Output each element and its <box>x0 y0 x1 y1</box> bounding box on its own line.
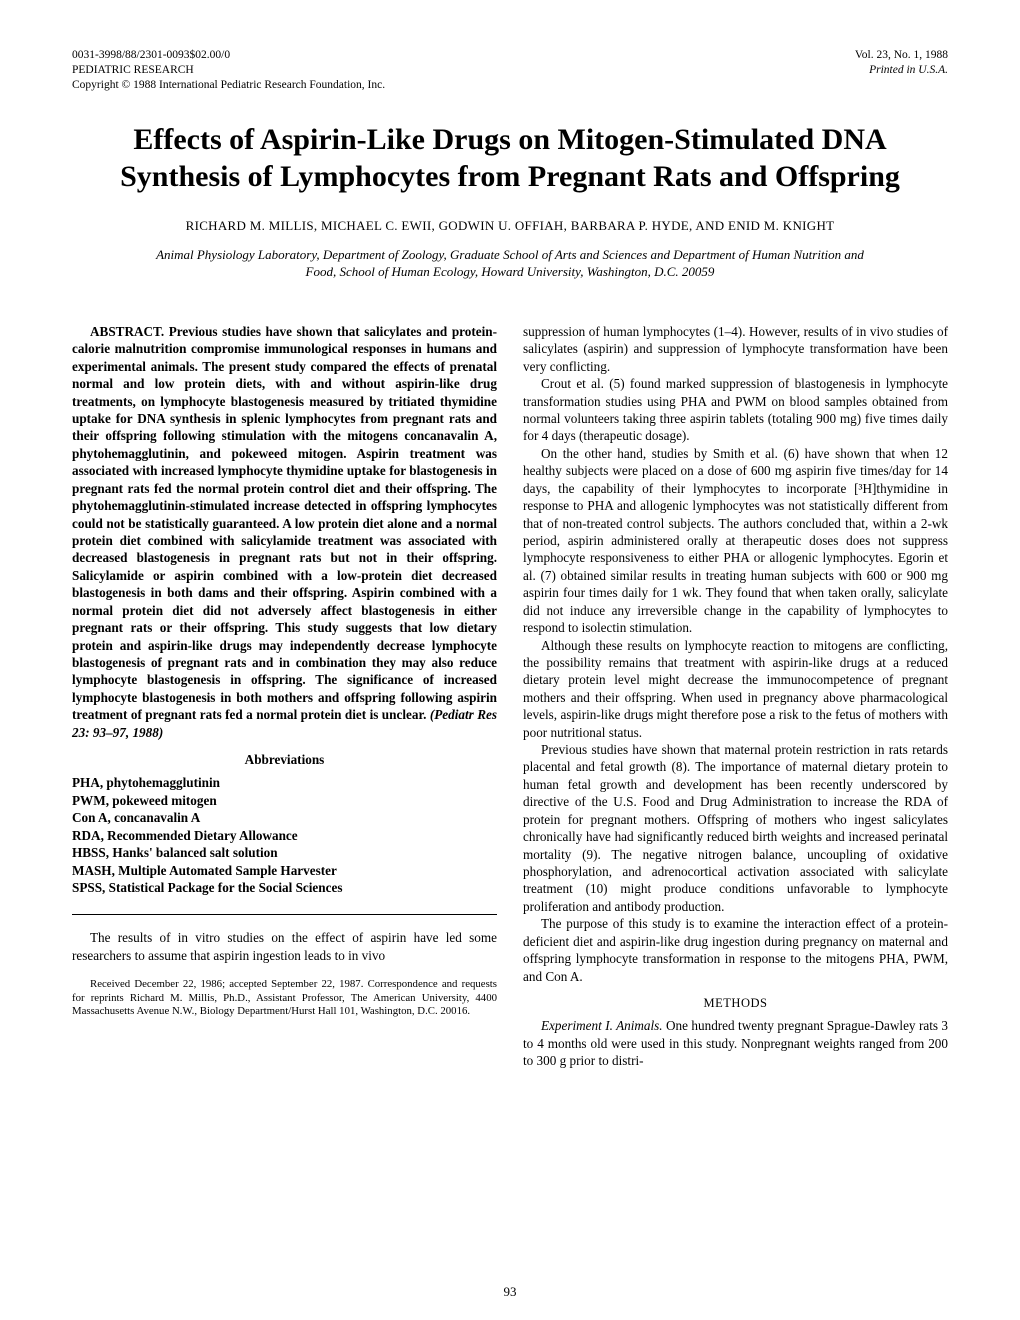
abbrev-item: PHA, phytohemagglutinin <box>72 774 497 791</box>
abbrev-item: SPSS, Statistical Package for the Social… <box>72 879 497 896</box>
left-column: ABSTRACT. Previous studies have shown th… <box>72 323 497 1070</box>
methods-paragraph: Experiment I. Animals. One hundred twent… <box>523 1017 948 1069</box>
correspondence-footnote: Received December 22, 1986; accepted Sep… <box>72 978 497 1018</box>
body-paragraph: suppression of human lymphocytes (1–4). … <box>523 323 948 375</box>
header-journal: PEDIATRIC RESEARCH <box>72 63 385 78</box>
body-paragraph: Crout et al. (5) found marked suppressio… <box>523 375 948 445</box>
body-paragraph: Although these results on lymphocyte rea… <box>523 637 948 742</box>
right-column: suppression of human lymphocytes (1–4). … <box>523 323 948 1070</box>
abstract-text: Previous studies have shown that salicyl… <box>72 324 497 722</box>
abbrev-item: HBSS, Hanks' balanced salt solution <box>72 844 497 861</box>
abstract: ABSTRACT. Previous studies have shown th… <box>72 323 497 741</box>
article-title: Effects of Aspirin-Like Drugs on Mitogen… <box>120 121 900 196</box>
spacer <box>72 964 497 978</box>
header-right: Vol. 23, No. 1, 1988 Printed in U.S.A. <box>855 48 948 93</box>
header-copyright: Copyright © 1988 International Pediatric… <box>72 78 385 93</box>
body-paragraph: Previous studies have shown that materna… <box>523 741 948 915</box>
abbrev-item: MASH, Multiple Automated Sample Harveste… <box>72 862 497 879</box>
journal-header: 0031-3998/88/2301-0093$02.00/0 PEDIATRIC… <box>72 48 948 93</box>
abbrev-item: Con A, concanavalin A <box>72 809 497 826</box>
abbrev-item: PWM, pokeweed mitogen <box>72 792 497 809</box>
methods-lead: Experiment I. Animals. <box>541 1018 663 1033</box>
abstract-label: ABSTRACT. <box>90 324 164 339</box>
abbrev-item: RDA, Recommended Dietary Allowance <box>72 827 497 844</box>
header-volume: Vol. 23, No. 1, 1988 <box>855 48 948 63</box>
body-columns: ABSTRACT. Previous studies have shown th… <box>72 323 948 1070</box>
intro-paragraph: The results of in vitro studies on the e… <box>72 929 497 964</box>
body-paragraph: The purpose of this study is to examine … <box>523 915 948 985</box>
header-printed: Printed in U.S.A. <box>855 63 948 78</box>
header-left: 0031-3998/88/2301-0093$02.00/0 PEDIATRIC… <box>72 48 385 93</box>
body-paragraph: On the other hand, studies by Smith et a… <box>523 445 948 637</box>
section-rule <box>72 914 497 915</box>
methods-heading: METHODS <box>523 995 948 1012</box>
header-id-line: 0031-3998/88/2301-0093$02.00/0 <box>72 48 385 63</box>
authors: RICHARD M. MILLIS, MICHAEL C. EWII, GODW… <box>72 218 948 234</box>
affiliation: Animal Physiology Laboratory, Department… <box>140 246 880 281</box>
abbreviations-heading: Abbreviations <box>72 751 497 768</box>
page-number: 93 <box>0 1284 1020 1300</box>
abbreviations-list: PHA, phytohemagglutinin PWM, pokeweed mi… <box>72 774 497 896</box>
